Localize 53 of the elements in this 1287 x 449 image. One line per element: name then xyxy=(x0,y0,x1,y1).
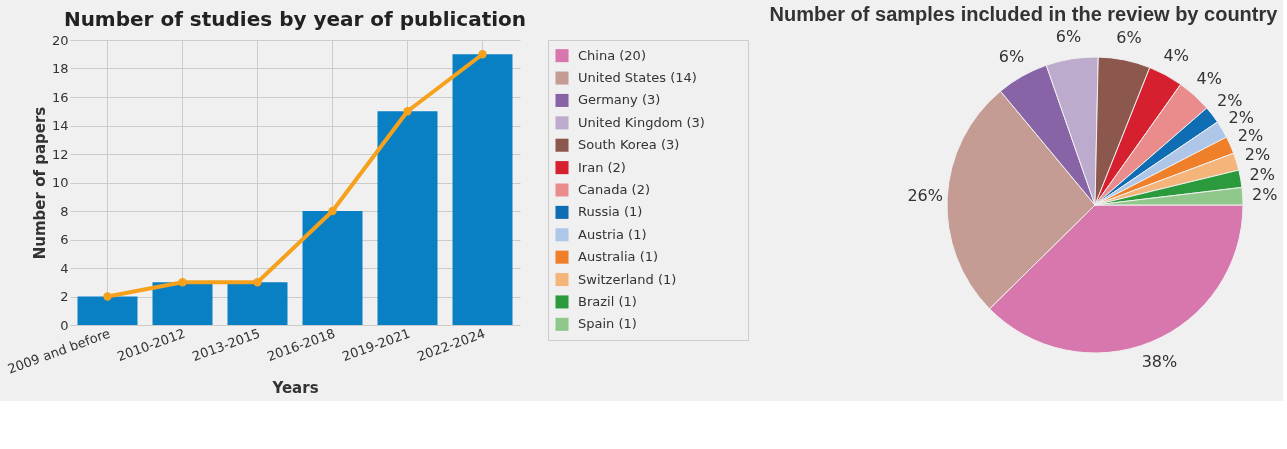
point xyxy=(253,278,262,287)
data-label: 6% xyxy=(1055,27,1082,47)
legend-label: Australia (1) xyxy=(578,249,659,265)
bar xyxy=(302,211,363,325)
y-tick-label: 2 xyxy=(60,289,69,304)
data-label: 4% xyxy=(1196,69,1222,89)
y-tick-label: 18 xyxy=(51,61,69,76)
data-label: 4% xyxy=(1163,45,1189,65)
point xyxy=(403,107,412,116)
legend-label: Germany (3) xyxy=(578,92,661,108)
bar xyxy=(377,111,438,325)
y-tick-label: 8 xyxy=(60,203,69,219)
data-label: 2% xyxy=(1252,184,1278,204)
y-axis-title: Number of papers xyxy=(30,106,49,260)
data-label: 38% xyxy=(1141,352,1178,372)
bar xyxy=(227,282,288,325)
bar xyxy=(452,54,513,325)
data-label: 2% xyxy=(1237,126,1264,146)
legend-label: South Korea (3) xyxy=(578,137,680,153)
legend-label: Russia (1) xyxy=(578,204,643,220)
y-tick-label: 12 xyxy=(51,146,69,162)
point xyxy=(328,206,337,216)
point xyxy=(178,278,187,287)
data-label: 26% xyxy=(907,186,943,206)
y-tick-label: 20 xyxy=(51,32,69,48)
data-label: 6% xyxy=(1116,28,1142,48)
legend-label: Spain (1) xyxy=(578,316,637,332)
legend-label: Canada (2) xyxy=(578,182,651,197)
legend-label: China (20) xyxy=(578,47,646,63)
y-tick-label: 14 xyxy=(51,118,69,133)
bar xyxy=(77,296,138,325)
y-tick-label: 10 xyxy=(51,175,69,190)
chart-title: Number of samples included in the review by country xyxy=(769,3,1279,26)
legend-label: Switzerland (1) xyxy=(578,271,677,287)
legend-label: Iran (2) xyxy=(578,159,626,175)
data-label: 2% xyxy=(1249,164,1275,184)
x-axis-title: Years xyxy=(271,378,319,397)
point xyxy=(103,292,112,301)
y-tick-label: 0 xyxy=(60,317,69,333)
y-tick-label: 16 xyxy=(51,89,69,105)
y-tick-label: 4 xyxy=(60,260,69,276)
y-tick-label: 6 xyxy=(60,232,69,247)
point xyxy=(478,50,487,59)
data-label: 6% xyxy=(998,46,1025,66)
data-label: 2% xyxy=(1228,108,1254,128)
legend-label: Brazil (1) xyxy=(578,293,637,309)
data-label: 2% xyxy=(1217,91,1243,111)
bar xyxy=(152,282,213,325)
legend-label: United Kingdom (3) xyxy=(578,114,705,130)
legend-label: Austria (1) xyxy=(578,226,647,242)
chart-title: Number of studies by year of publication xyxy=(63,7,527,31)
data-label: 2% xyxy=(1244,145,1271,165)
legend-label: United States (14) xyxy=(578,70,697,86)
